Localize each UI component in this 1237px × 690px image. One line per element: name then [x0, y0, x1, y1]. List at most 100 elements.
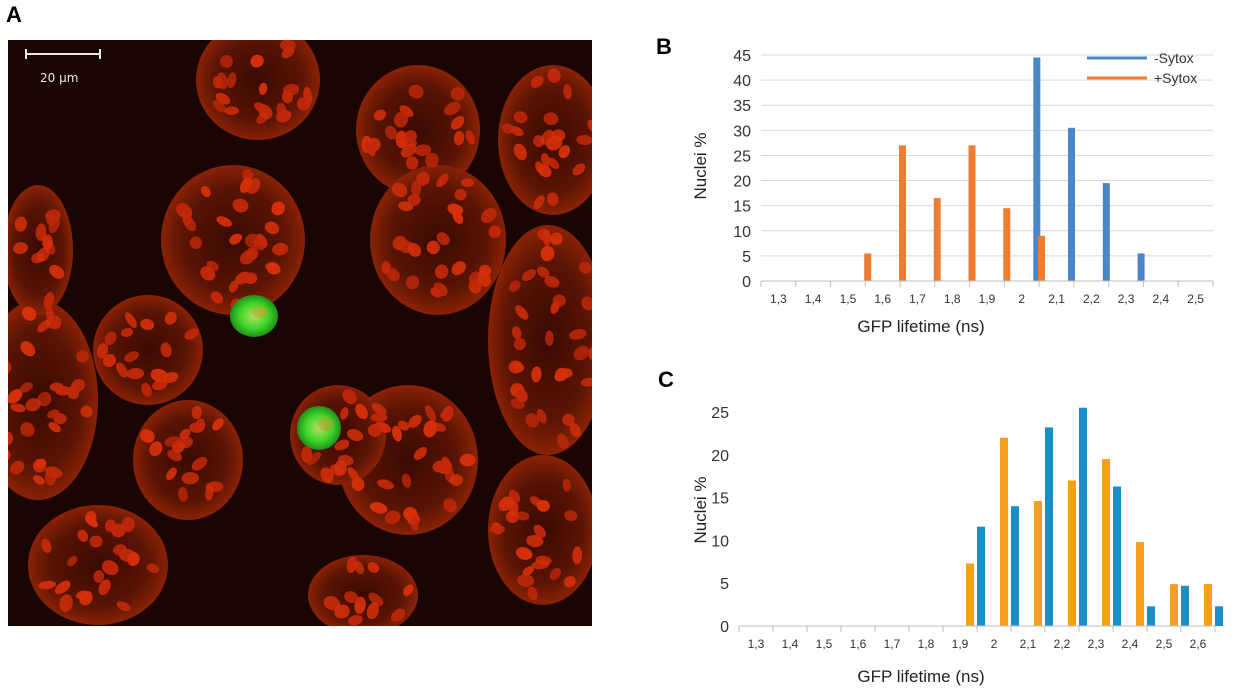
bar-series-2 — [1215, 606, 1223, 626]
chloroplast — [572, 546, 583, 565]
chloroplast — [38, 580, 57, 590]
bar-series-2 — [977, 526, 985, 626]
x-tick-label: 2,2 — [1083, 292, 1100, 306]
chloroplast — [423, 420, 438, 438]
chloroplast — [555, 367, 568, 379]
bar-series-2 — [1181, 585, 1189, 626]
chloroplast — [526, 534, 544, 548]
chloroplast — [176, 203, 193, 219]
chloroplast — [489, 525, 506, 534]
chloroplast — [391, 608, 406, 622]
x-tick-label: 2 — [1018, 292, 1025, 306]
y-tick-label: 0 — [742, 274, 751, 291]
chloroplast — [111, 523, 126, 538]
bar-series-1 — [1000, 437, 1008, 626]
chloroplast — [544, 330, 554, 346]
chloroplast — [8, 389, 23, 404]
chloroplast — [588, 344, 592, 360]
y-tick-label: 0 — [720, 619, 729, 636]
chloroplast — [37, 247, 50, 262]
chloroplast — [116, 362, 128, 378]
chloroplast — [124, 351, 140, 363]
chloroplast — [542, 229, 551, 246]
x-tick-label: 1,4 — [805, 292, 822, 306]
chloroplast — [408, 84, 424, 99]
chloroplast — [384, 510, 401, 524]
chloroplast — [511, 326, 522, 340]
chloroplast — [404, 130, 417, 143]
chloroplast — [164, 436, 181, 447]
x-tick-label: 2,3 — [1088, 637, 1105, 651]
chloroplast — [391, 182, 408, 198]
chloroplast — [366, 602, 380, 620]
chloroplast — [178, 486, 188, 502]
y-tick-label: 25 — [711, 405, 729, 422]
x-tick-label: 2,4 — [1153, 292, 1170, 306]
chloroplast — [346, 556, 357, 574]
x-tick-label: 1,9 — [979, 292, 996, 306]
chloroplast — [149, 441, 163, 457]
chloroplast — [54, 580, 71, 595]
chloroplast — [373, 109, 387, 121]
chloroplast — [191, 456, 208, 471]
scale-bar: 20 µm — [25, 49, 101, 85]
chloroplast — [296, 97, 311, 111]
bar-sytox — [1003, 208, 1011, 281]
x-tick-label: 1,3 — [770, 292, 787, 306]
chloroplast — [385, 125, 398, 140]
y-tick-label: 15 — [733, 199, 751, 216]
x-tick-label: 2,3 — [1118, 292, 1135, 306]
chloroplast — [55, 386, 72, 396]
bar-sytox — [968, 145, 976, 281]
x-tick-label: 1,8 — [944, 292, 961, 306]
chloroplast — [536, 408, 547, 424]
chloroplast — [513, 143, 527, 161]
chloroplast — [228, 280, 239, 293]
y-tick-label: 5 — [720, 576, 729, 593]
chloroplast — [45, 305, 54, 322]
panel-label-b: B — [656, 34, 672, 59]
micrograph: 20 µm — [8, 40, 592, 626]
x-tick-label: 2,2 — [1054, 637, 1071, 651]
chart-b-ylabel: Nuclei % — [691, 132, 710, 199]
chloroplast — [79, 590, 93, 606]
scale-bar-label: 20 µm — [40, 71, 78, 85]
chloroplast — [254, 102, 270, 114]
x-tick-label: 1,5 — [840, 292, 857, 306]
x-tick-label: 2,1 — [1020, 637, 1037, 651]
chloroplast — [71, 378, 85, 393]
chloroplast — [344, 591, 359, 604]
chloroplast — [37, 319, 51, 333]
chloroplast — [163, 372, 179, 384]
chloroplast — [551, 129, 566, 142]
chloroplast — [536, 500, 550, 512]
chloroplast — [543, 112, 559, 126]
chloroplast — [501, 123, 515, 134]
chloroplast — [301, 446, 313, 463]
x-tick-label: 1,3 — [748, 637, 765, 651]
chloroplast — [41, 538, 52, 553]
chloroplast — [232, 198, 249, 213]
bar-sytox — [1102, 183, 1110, 281]
chloroplast — [521, 269, 536, 282]
bar-sytox — [1068, 127, 1075, 281]
chloroplast — [166, 467, 177, 481]
chloroplast — [152, 379, 168, 391]
chloroplast — [10, 460, 25, 475]
chloroplast — [402, 584, 414, 596]
chloroplast — [580, 377, 592, 387]
chloroplast — [279, 40, 296, 52]
chloroplast — [397, 420, 410, 431]
chloroplast — [368, 592, 384, 606]
chloroplast — [547, 157, 560, 170]
x-tick-label: 1,4 — [782, 637, 799, 651]
bar-series-2 — [1011, 506, 1019, 626]
chloroplast — [558, 145, 571, 159]
chart-b-legend: -Sytox +Sytox — [1087, 50, 1197, 86]
chloroplast — [43, 292, 55, 310]
y-tick-label: 30 — [733, 123, 751, 140]
chloroplast — [85, 511, 97, 525]
chloroplast — [281, 90, 293, 104]
chloroplast — [407, 194, 421, 206]
chloroplast — [436, 232, 450, 246]
